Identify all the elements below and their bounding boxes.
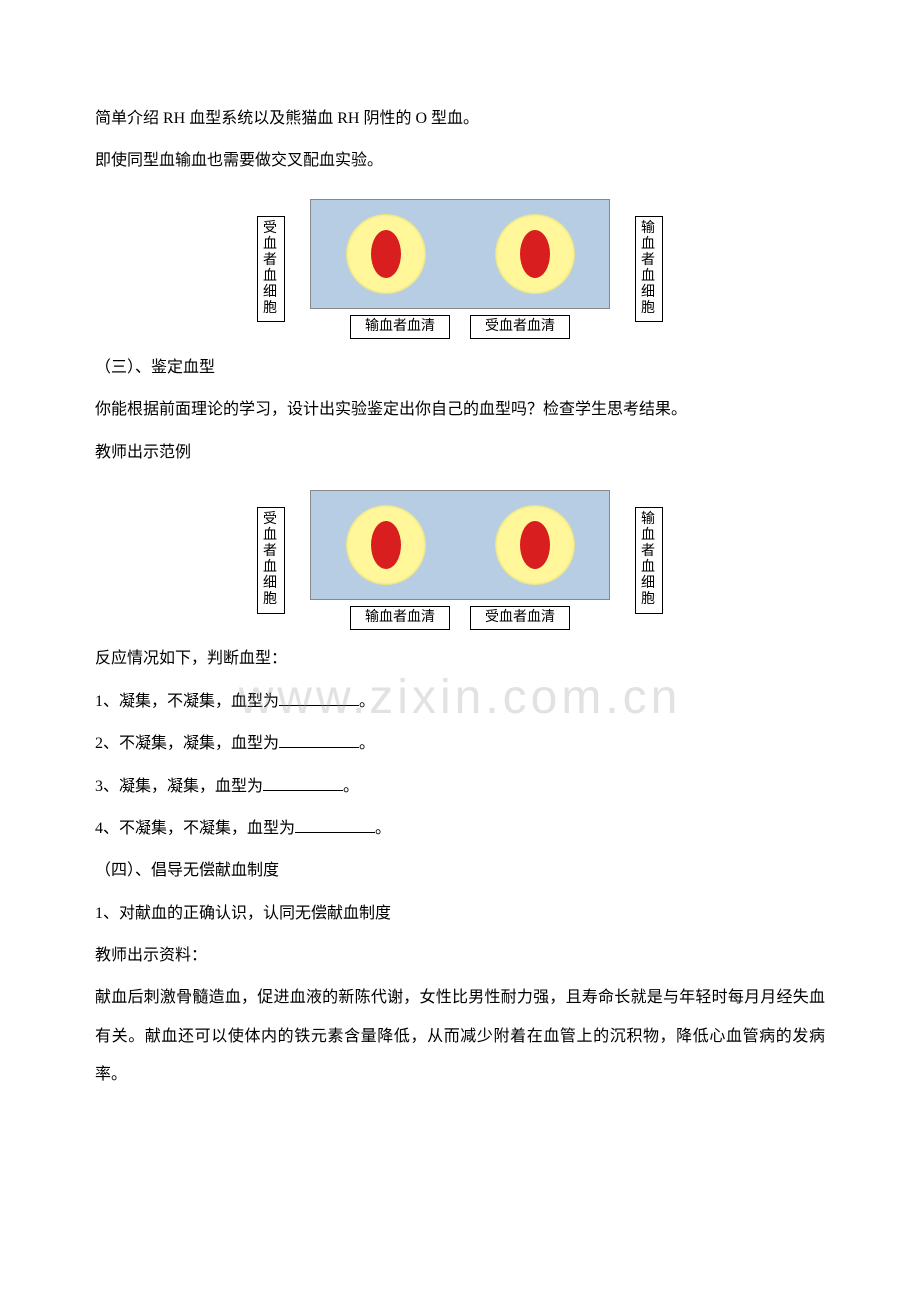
q1-period: 。 — [359, 693, 375, 710]
paragraph-teacher-material: 教师出示资料： — [95, 937, 825, 975]
right-vertical-label: 输血者血细胞 — [635, 216, 663, 323]
paragraph-reaction-intro: 反应情况如下，判断血型： — [95, 640, 825, 678]
q1-prefix: 1、凝集，不凝集，血型为 — [95, 693, 279, 710]
section-4-title: （四）、倡导无偿献血制度 — [95, 852, 825, 890]
test-plate — [310, 199, 610, 309]
blood-spot-right-2 — [520, 521, 550, 569]
well-right-2 — [495, 505, 575, 585]
q4-prefix: 4、不凝集，不凝集，血型为 — [95, 820, 295, 837]
section-3-title: （三）、鉴定血型 — [95, 349, 825, 387]
left-label-text-2: 受血者血细胞 — [260, 512, 282, 609]
right-vertical-label-2: 输血者血细胞 — [635, 507, 663, 614]
paragraph-rh-intro: 简单介绍 RH 血型系统以及熊猫血 RH 阴性的 O 型血。 — [95, 100, 825, 138]
q3-period: 。 — [343, 778, 359, 795]
paragraph-design-question: 你能根据前面理论的学习，设计出实验鉴定出你自己的血型吗？检查学生思考结果。 — [95, 391, 825, 429]
blood-spot-left — [371, 230, 401, 278]
bottom-right-label: 受血者血清 — [470, 315, 570, 339]
right-label-text: 输血者血细胞 — [638, 221, 660, 318]
question-1: 1、凝集，不凝集，血型为 。 — [95, 683, 825, 721]
left-vertical-label: 受血者血细胞 — [257, 216, 285, 323]
blank-3[interactable] — [263, 775, 343, 791]
blank-1[interactable] — [279, 690, 359, 706]
paragraph-donation-awareness: 1、对献血的正确认识，认同无偿献血制度 — [95, 895, 825, 933]
crossmatch-diagram-2: 受血者血细胞 输血者血清 受血者血清 输血者血细胞 — [95, 490, 825, 630]
bottom-left-label-2: 输血者血清 — [350, 606, 450, 630]
bottom-labels: 输血者血清 受血者血清 — [350, 315, 570, 339]
bottom-left-label: 输血者血清 — [350, 315, 450, 339]
well-left-2 — [346, 505, 426, 585]
blood-spot-left-2 — [371, 521, 401, 569]
q3-prefix: 3、凝集，凝集，血型为 — [95, 778, 263, 795]
paragraph-teacher-example: 教师出示范例 — [95, 434, 825, 472]
right-label-text-2: 输血者血细胞 — [638, 512, 660, 609]
q2-period: 。 — [359, 735, 375, 752]
left-vertical-label-2: 受血者血细胞 — [257, 507, 285, 614]
q2-prefix: 2、不凝集，凝集，血型为 — [95, 735, 279, 752]
left-label-text: 受血者血细胞 — [260, 221, 282, 318]
well-left — [346, 214, 426, 294]
blank-4[interactable] — [295, 817, 375, 833]
plate-wrapper-2: 输血者血清 受血者血清 — [285, 490, 635, 630]
blood-spot-right — [520, 230, 550, 278]
paragraph-crossmatch: 即使同型血输血也需要做交叉配血实验。 — [95, 142, 825, 180]
question-4: 4、不凝集，不凝集，血型为 。 — [95, 810, 825, 848]
paragraph-donation-benefits: 献血后刺激骨髓造血，促进血液的新陈代谢，女性比男性耐力强，且寿命长就是与年轻时每… — [95, 979, 825, 1094]
well-right — [495, 214, 575, 294]
bottom-right-label-2: 受血者血清 — [470, 606, 570, 630]
bottom-labels-2: 输血者血清 受血者血清 — [350, 606, 570, 630]
question-3: 3、凝集，凝集，血型为 。 — [95, 768, 825, 806]
q4-period: 。 — [375, 820, 391, 837]
blank-2[interactable] — [279, 732, 359, 748]
test-plate-2 — [310, 490, 610, 600]
crossmatch-diagram-1: 受血者血细胞 输血者血清 受血者血清 输血者血细胞 — [95, 199, 825, 339]
plate-wrapper: 输血者血清 受血者血清 — [285, 199, 635, 339]
question-2: 2、不凝集，凝集，血型为 。 — [95, 725, 825, 763]
